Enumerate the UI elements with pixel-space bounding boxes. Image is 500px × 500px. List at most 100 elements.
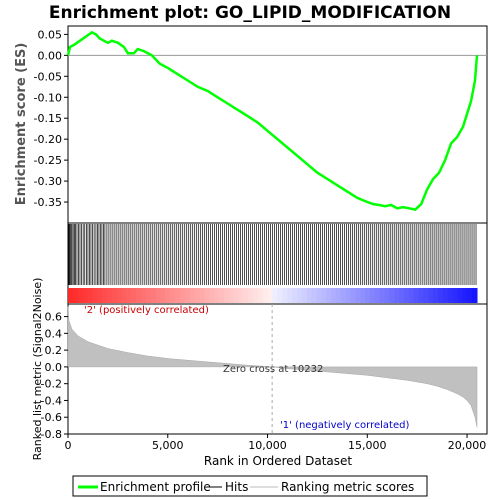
rank-strip-cell <box>467 288 473 303</box>
es-y-tick-label: -0.30 <box>34 175 62 188</box>
rank-strip-cell <box>428 288 434 303</box>
legend-profile-label: Enrichment profile <box>100 480 211 494</box>
rank-strip-cell <box>218 288 225 303</box>
rank-strip-cell <box>238 288 244 303</box>
hits-panel <box>67 222 488 305</box>
metric-y-axis-label: Ranked list metric (Signal2Noise) <box>31 278 44 461</box>
rank-strip-cell <box>233 288 239 303</box>
rank-strip-cell <box>350 288 356 303</box>
zero-cross-label: Zero cross at 10232 <box>223 364 323 375</box>
rank-strip-cell <box>301 288 308 303</box>
rank-strip-cell <box>141 288 147 303</box>
rank-strip-cell <box>457 288 463 303</box>
rank-strip-cell <box>287 288 293 303</box>
rank-strip-cell <box>438 288 444 303</box>
rank-strip-cell <box>277 288 283 303</box>
enrichment-profile-line <box>66 30 479 211</box>
rank-strip-cell <box>267 288 274 303</box>
rank-strip-cell <box>199 288 205 303</box>
es-y-tick-label: 0.00 <box>38 49 63 62</box>
rank-strip-cell <box>204 288 210 303</box>
rank-strip-cell <box>442 288 449 303</box>
es-y-tick-label: 0.05 <box>38 28 63 41</box>
rank-strip-cell <box>214 288 220 303</box>
rank-strip-cell <box>462 288 468 303</box>
metric-y-tick-label: -0.8 <box>41 428 62 441</box>
chart-title: Enrichment plot: GO_LIPID_MODIFICATION <box>49 3 451 23</box>
rank-strip-cell <box>102 288 108 303</box>
metric-y-tick-label: 0.0 <box>45 361 63 374</box>
rank-strip-cell <box>77 288 84 303</box>
rank-strip-cell <box>92 288 98 303</box>
rank-strip-cell <box>374 288 381 303</box>
metric-y-tick-label: 0.2 <box>45 344 63 357</box>
x-tick-label: 0 <box>65 439 72 452</box>
legend-metric-label: Ranking metric scores <box>281 480 414 494</box>
rank-strip-cell <box>335 288 342 303</box>
metric-y-tick-label: 0.6 <box>45 311 63 324</box>
es-y-axis-label: Enrichment score (ES) <box>14 43 29 206</box>
metric-y-tick-label: -0.4 <box>41 394 62 407</box>
positive-correlation-label: '2' (positively correlated) <box>84 305 209 316</box>
x-tick-label: 10,000 <box>248 439 287 452</box>
rank-strip-cell <box>262 288 269 303</box>
metric-y-tick-label: -0.6 <box>41 411 62 424</box>
es-y-tick-label: -0.20 <box>34 133 62 146</box>
rank-strip-cell <box>355 288 361 303</box>
metric-x-ticks: 0 5,000 10,000 15,000 20,000 <box>65 434 486 452</box>
rank-strip-cell <box>106 288 113 303</box>
rank-strip-cell <box>413 288 420 303</box>
rank-strip-cell <box>408 288 415 303</box>
rank-strip-cell <box>97 288 103 303</box>
rank-strip-cell <box>82 288 88 303</box>
rank-strip-cell <box>184 288 191 303</box>
rank-strip-cell <box>360 288 366 303</box>
rank-strip-cell <box>155 288 162 303</box>
rank-strip-cell <box>369 288 376 303</box>
rank-strip-cell <box>179 288 186 303</box>
x-axis-label: Rank in Ordered Dataset <box>204 454 352 468</box>
rank-strip-cell <box>145 288 152 303</box>
rank-strip-cell <box>316 288 322 303</box>
rank-strip-cell <box>121 288 127 303</box>
es-y-ticks: 0.05 0.00 -0.05 -0.10 -0.15 -0.20 -0.25 -0.30 -0… <box>34 28 68 209</box>
rank-strip-cell <box>321 288 327 303</box>
rank-strip-cell <box>272 288 278 303</box>
rank-strip-cell <box>340 288 347 303</box>
rank-strip-cell <box>423 288 429 303</box>
rank-strip-cell <box>243 288 249 303</box>
es-y-tick-label: -0.35 <box>34 196 62 209</box>
rank-color-strip <box>68 288 478 303</box>
rank-strip-cell <box>136 288 142 303</box>
rank-strip-cell <box>403 288 410 303</box>
es-y-tick-label: -0.05 <box>34 70 62 83</box>
hit-marks <box>68 224 477 285</box>
x-tick-label: 15,000 <box>348 439 387 452</box>
rank-strip-cell <box>433 288 439 303</box>
rank-strip-cell <box>345 288 351 303</box>
rank-strip-cell <box>447 288 454 303</box>
rank-strip-cell <box>389 288 395 303</box>
rank-strip-cell <box>248 288 254 303</box>
rank-strip-cell <box>111 288 118 303</box>
rank-strip-cell <box>326 288 332 303</box>
rank-strip-cell <box>291 288 298 303</box>
rank-strip-cell <box>165 288 171 303</box>
metric-panel: 0.6 0.4 0.2 0.0 -0.2 -0.4 -0.6 -0.8 0 5,000 10,00… <box>31 278 488 468</box>
es-y-tick-label: -0.25 <box>34 154 62 167</box>
rank-strip-cell <box>282 288 288 303</box>
rank-strip-cell <box>116 288 123 303</box>
es-y-tick-label: -0.10 <box>34 91 62 104</box>
rank-strip-cell <box>306 288 312 303</box>
rank-strip-cell <box>384 288 390 303</box>
legend-box <box>72 475 428 497</box>
rank-strip-cell <box>131 288 137 303</box>
rank-strip-cell <box>72 288 79 303</box>
rank-strip-cell <box>379 288 386 303</box>
rank-strip-cell <box>223 288 230 303</box>
rank-strip-cell <box>365 288 371 303</box>
negative-correlation-label: '1' (negatively correlated) <box>280 420 409 431</box>
rank-strip-cell <box>160 288 166 303</box>
